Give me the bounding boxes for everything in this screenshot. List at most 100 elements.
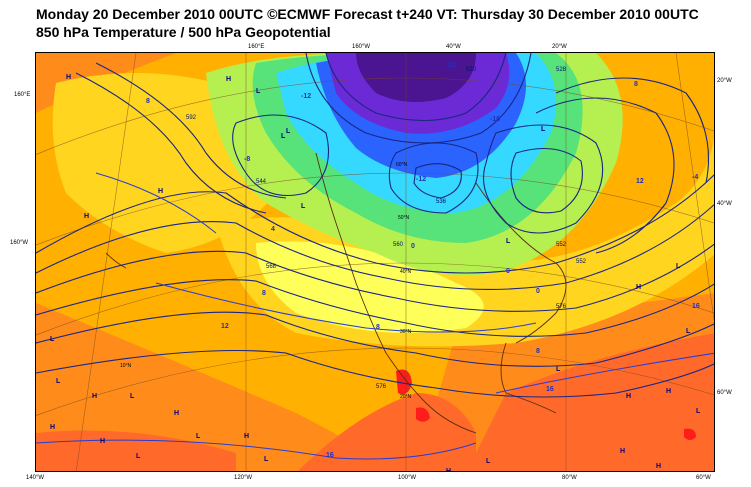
temp-label: 8 [376,324,380,331]
temp-band-arctic-deepviolet [356,53,476,102]
low-marker: L [50,336,55,343]
contour-label: 576 [556,304,567,310]
svg-text:10°N: 10°N [120,363,132,369]
temp-label: 4 [271,226,275,233]
low-marker: L [56,378,61,385]
low-marker: L [556,366,561,373]
temp-band-nw [36,53,176,113]
high-marker: H [226,76,231,83]
hot-spot-central-america [416,407,430,422]
left-label-160e: 160°E [14,92,31,98]
contour-label: 552 [556,242,567,248]
top-label-160e: 160°E [248,44,265,50]
low-marker: L [281,133,286,140]
bottom-label-140w: 140°W [26,475,45,481]
high-marker: H [84,213,89,220]
low-marker: L [541,126,546,133]
svg-text:50°N: 50°N [398,215,410,221]
chart-subtitle: 850 hPa Temperature / 500 hPa Geopotenti… [36,24,331,40]
temp-label: 0 [506,268,510,275]
contour-label: 528 [556,67,567,73]
top-label-20w: 20°W [552,44,567,50]
low-marker: L [486,458,491,465]
temp-label: -12 [301,93,311,100]
right-label-40w: 40°W [717,201,732,207]
temp-label: -20 [446,62,456,69]
temperature-isotherms [36,172,714,460]
temp-band-us-light [256,241,484,333]
low-marker: L [136,453,141,460]
high-marker: H [158,188,163,195]
temp-label: -12 [416,176,426,183]
bottom-label-120w: 120°W [234,475,253,481]
low-marker: L [676,263,681,270]
high-marker: H [244,433,249,440]
temperature-labels: 12 8 4 8 0 0 0 -12 -12 -16 -20 -8 8 8 12… [146,62,700,459]
temp-label: 0 [536,288,540,295]
bottom-label-80w: 80°W [562,475,577,481]
high-marker: H [636,284,641,291]
high-marker: H [174,410,179,417]
low-marker: L [301,203,306,210]
low-marker: L [686,328,691,335]
temp-label: 8 [634,81,638,88]
low-marker: L [286,128,291,135]
right-label-60w: 60°W [717,390,732,396]
svg-text:60°N: 60°N [396,162,408,168]
low-marker: L [264,456,269,463]
contour-label: 576 [376,384,387,390]
low-marker: L [196,433,201,440]
contour-label: 520 [466,67,477,73]
high-marker: H [100,438,105,445]
low-marker: L [130,393,135,400]
low-marker: L [506,238,511,245]
top-label-160w: 160°W [352,44,371,50]
high-marker: H [656,463,661,470]
geopotential-contours [36,53,714,398]
chart-title: Monday 20 December 2010 00UTC ©ECMWF For… [36,6,699,22]
contour-label: 592 [186,115,197,121]
right-label-20w: 20°W [717,78,732,84]
pressure-centers: H H L L L L L L H H L L H H L H L H L H … [50,74,701,472]
low-marker: L [696,408,701,415]
temp-label: 16 [326,452,334,459]
graticule [36,53,714,471]
temp-label: -8 [244,156,250,163]
low-marker: L [256,88,261,95]
temp-label: 16 [546,386,554,393]
temp-label: 8 [536,348,540,355]
contour-label: 536 [436,199,447,205]
temp-label: -4 [692,174,698,181]
svg-text:40°N: 40°N [400,269,412,275]
contour-value-labels: 560 552 592 544 536 520 528 576 568 552 … [186,67,587,390]
temp-label: -16 [490,116,500,123]
temp-label: 0 [411,243,415,250]
high-marker: H [666,388,671,395]
top-label-40w: 40°W [446,44,461,50]
temp-label: 12 [221,323,229,330]
high-marker: H [620,448,625,455]
weather-map: H H L L L L L L H H L L H H L H L H L H … [35,52,715,472]
left-label-160w: 160°W [10,240,29,246]
svg-text:30°N: 30°N [400,329,412,335]
map-svg: H H L L L L L L H H L L H H L H L H L H … [36,53,714,472]
contour-label: 552 [576,259,587,265]
latitude-labels: 60°N 50°N 40°N 30°N 20°N 10°N [120,162,412,400]
contour-label: 560 [393,242,404,248]
temp-label: 8 [146,98,150,105]
high-marker: H [92,393,97,400]
temp-band-sw [36,303,394,471]
high-marker: H [50,424,55,431]
bottom-label-100w: 100°W [398,475,417,481]
hot-spot-atlantic [684,428,696,440]
contour-label: 544 [256,179,267,185]
high-marker: H [446,468,451,472]
contour-label: 568 [266,264,277,270]
temp-label: 8 [262,290,266,297]
temp-label: 12 [636,178,644,185]
temp-band-caribbean [467,333,714,471]
hot-spot-mexico [396,369,412,395]
temp-label: 16 [692,303,700,310]
bottom-label-60w: 60°W [696,475,711,481]
high-marker: H [626,393,631,400]
